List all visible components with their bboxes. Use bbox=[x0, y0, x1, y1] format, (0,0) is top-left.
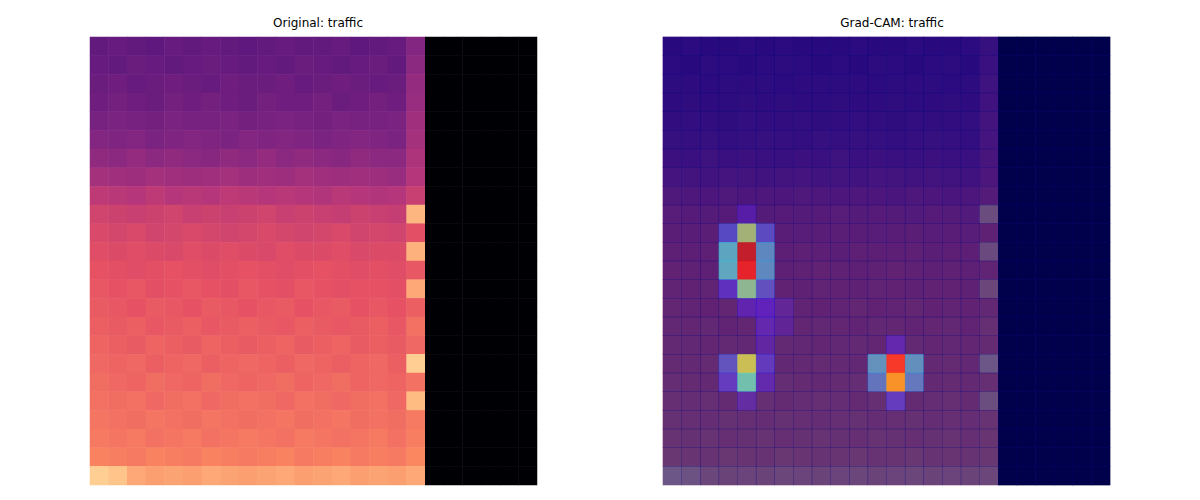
svg-text:Original: traffic: Original: traffic bbox=[273, 16, 363, 30]
svg-text:Grad-CAM: traffic: Grad-CAM: traffic bbox=[840, 16, 944, 30]
